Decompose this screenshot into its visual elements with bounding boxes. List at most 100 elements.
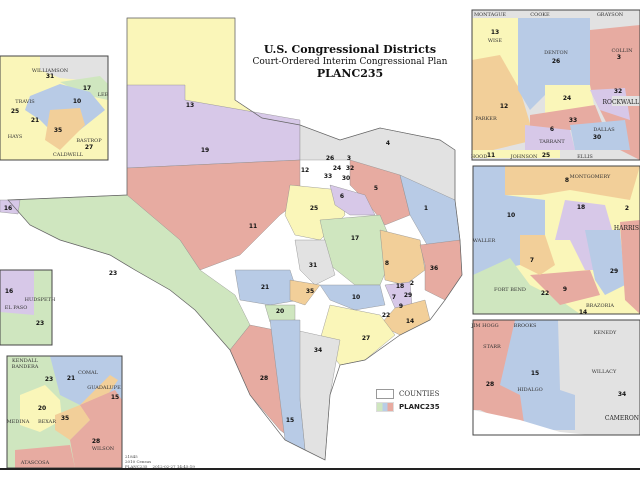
district-label: 31 <box>46 73 54 80</box>
district-label: 23 <box>45 376 53 383</box>
district-label: 4 <box>386 140 390 147</box>
district-label: 23 <box>109 270 117 277</box>
legend-label: COUNTIES <box>399 390 440 398</box>
county-label: DALLAS <box>593 127 615 133</box>
district-label: 17 <box>83 85 91 92</box>
state-outline <box>7 17 463 461</box>
county-label: GRAYSON <box>597 12 624 18</box>
district-label: 2 <box>410 280 414 287</box>
district-region-8-orange <box>379 229 426 286</box>
county-label: DENTON <box>544 50 568 56</box>
district-label: 1 <box>424 205 428 212</box>
district-label: 34 <box>618 391 626 398</box>
district-label: 16 <box>5 288 13 295</box>
county-label: WILLIAMSON <box>32 68 69 74</box>
county-label: KENEDY <box>594 330 617 336</box>
county-label: CALDWELL <box>53 152 84 158</box>
district-label: 17 <box>351 235 359 242</box>
district-label: 6 <box>550 126 554 133</box>
district-label: 28 <box>486 381 494 388</box>
map-title-block: U.S. Congressional Districts Court-Order… <box>240 44 460 80</box>
county-label: MONTAGUE <box>474 12 506 18</box>
county-label: LEE <box>98 92 109 98</box>
legend: COUNTIES PLANC235 <box>376 388 440 414</box>
county-label: ROCKWALL <box>603 99 639 106</box>
district-label: 18 <box>577 204 585 211</box>
district-label: 25 <box>11 108 19 115</box>
county-label: HARRIS <box>614 225 639 232</box>
district-region-10-blue <box>319 284 386 311</box>
footer-timestamp: 2012-02-27 14:45:19 <box>152 464 195 469</box>
district-label: 24 <box>563 95 571 102</box>
district-label: 15 <box>286 417 294 424</box>
district-label: 26 <box>326 155 334 162</box>
district-label: 36 <box>430 265 438 272</box>
county-label: PARKER <box>475 116 497 122</box>
district-region-31-grey <box>294 239 336 286</box>
county-label: ELLIS <box>577 154 593 160</box>
district-label: 31 <box>309 262 317 269</box>
county-label: BASTROP <box>76 138 102 144</box>
county-label: FORT BEND <box>494 287 526 293</box>
district-label: 20 <box>38 405 46 412</box>
district-label: 10 <box>73 98 81 105</box>
district-label: 21 <box>67 375 75 382</box>
county-label: COMAL <box>78 370 99 376</box>
district-label: 11 <box>487 152 495 159</box>
district-label: 27 <box>362 335 370 342</box>
counties-swatch <box>376 389 394 399</box>
district-label: 35 <box>61 415 69 422</box>
county-label: MEDINA <box>7 419 30 425</box>
plan-swatch <box>376 402 394 412</box>
county-label: GUADALUPE <box>87 385 121 391</box>
district-label: 33 <box>324 173 332 180</box>
inset-austin: WILLIAMSON TRAVIS HAYS BASTROP CALDWELL … <box>0 55 109 161</box>
county-label: TARRANT <box>539 139 565 145</box>
district-label: 24 <box>333 165 341 172</box>
district-label: 19 <box>201 147 209 154</box>
county-label: WALLER <box>473 238 496 244</box>
district-label: 6 <box>340 193 344 200</box>
county-label: JOHNSON <box>510 154 538 160</box>
inset-houston: MONTGOMERY WALLER FORT BEND BRAZORIA HAR… <box>472 165 640 316</box>
inset-valley: JIM HOGG BROOKS KENEDY STARR WILLACY HID… <box>470 319 640 480</box>
district-label: 14 <box>579 309 587 316</box>
district-label: 29 <box>404 292 412 299</box>
county-label: HAYS <box>8 134 23 140</box>
district-label: 8 <box>565 177 569 184</box>
district-label: 28 <box>260 375 268 382</box>
map-footer: 21845 2010 Census PLANC235 2012-02-27 14… <box>125 454 195 469</box>
district-label: 9 <box>563 286 567 293</box>
district-label: 5 <box>374 185 378 192</box>
district-label: 2 <box>625 205 629 212</box>
district-label: 12 <box>500 103 508 110</box>
district-label: 15 <box>531 370 539 377</box>
county-label: KENDALL <box>12 358 39 364</box>
district-label: 3 <box>617 54 621 61</box>
inset-el-paso: 16 EL PASO HUDSPETH 23 <box>0 269 56 346</box>
county-label: HUDSPETH <box>25 297 56 303</box>
district-label: 35 <box>306 288 314 295</box>
district-label: 33 <box>569 117 577 124</box>
district-label: 11 <box>249 223 257 230</box>
county-label: COOKE <box>530 12 550 18</box>
district-label: 15 <box>111 394 119 401</box>
district-label: 32 <box>346 165 354 172</box>
district-label: 22 <box>382 312 390 319</box>
district-label: 27 <box>85 144 93 151</box>
county-label: TRAVIS <box>15 99 35 105</box>
county-label: CAMERON <box>605 415 639 422</box>
footer-census: 2010 Census <box>125 459 152 464</box>
district-label: 21 <box>31 117 39 124</box>
district-label: 18 <box>396 283 404 290</box>
district-label: 23 <box>36 320 44 327</box>
legend-label: PLANC235 <box>399 403 440 411</box>
district-label: 30 <box>593 134 601 141</box>
county-label: WILSON <box>92 446 115 452</box>
county-label: WILLACY <box>592 369 617 375</box>
district-region-35-orange <box>289 279 321 306</box>
district-label: 29 <box>610 268 618 275</box>
district-region-36-red <box>419 239 463 301</box>
district-label: 28 <box>92 438 100 445</box>
